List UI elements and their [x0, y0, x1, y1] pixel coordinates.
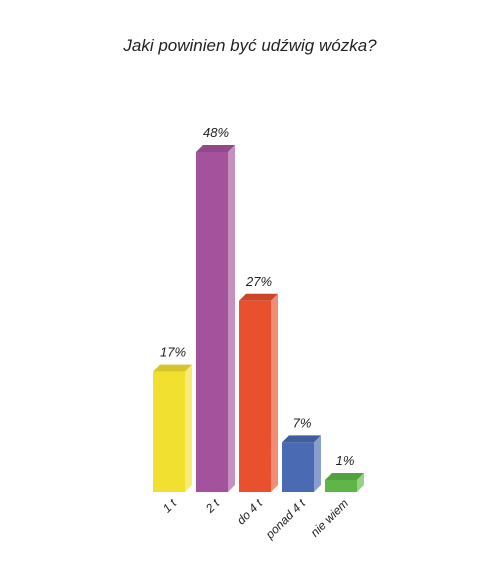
- category-label-do-4-t: do 4 t: [234, 496, 266, 528]
- bar-top-face: [239, 293, 278, 301]
- bar-front-face: [196, 152, 228, 492]
- bar-1-t: [153, 364, 192, 492]
- value-label-do-4-t: 27%: [245, 274, 272, 289]
- bar-front-face: [282, 442, 314, 492]
- value-label-2-t: 48%: [203, 125, 229, 140]
- bar-front-face: [239, 300, 271, 492]
- bar-side-face: [185, 364, 192, 492]
- category-label-1-t: 1 t: [160, 496, 180, 516]
- bar-nie-wiem: [325, 473, 364, 492]
- bar-top-face: [153, 364, 192, 372]
- value-labels-group: 17% 48% 27% 7% 1%: [160, 125, 354, 468]
- value-label-nie-wiem: 1%: [336, 453, 355, 468]
- bar-top-face: [325, 473, 364, 480]
- chart-title: Jaki powinien być udźwig wózka?: [123, 36, 377, 55]
- value-label-1-t: 17%: [160, 345, 186, 360]
- bar-top-face: [282, 435, 321, 443]
- bar-side-face: [314, 435, 321, 492]
- bar-2-t: [196, 145, 235, 492]
- bar-ponad-4-t: [282, 435, 321, 492]
- value-label-ponad-4-t: 7%: [293, 415, 312, 430]
- bar-side-face: [271, 293, 278, 492]
- bar-front-face: [325, 480, 357, 492]
- category-label-ponad-4-t: ponad 4 t: [262, 496, 308, 542]
- bar-top-face: [196, 145, 235, 152]
- bar-front-face: [153, 371, 185, 492]
- category-label-2-t: 2 t: [202, 496, 223, 517]
- bars-group: [153, 145, 364, 492]
- bar-do-4-t: [239, 293, 278, 492]
- bar-side-face: [357, 473, 364, 492]
- bar-side-face: [228, 145, 235, 492]
- category-label-nie-wiem: nie wiem: [308, 496, 351, 539]
